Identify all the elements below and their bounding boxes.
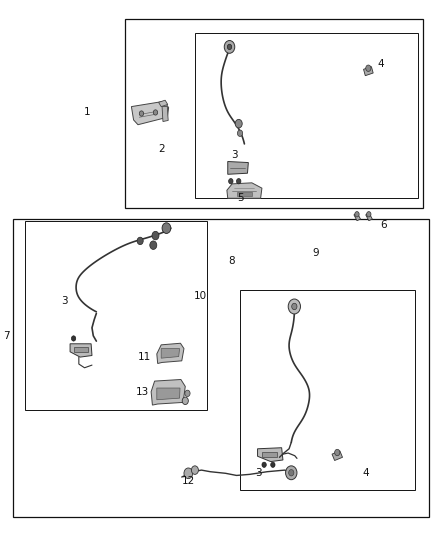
Text: 4: 4 (378, 59, 385, 69)
Circle shape (366, 65, 371, 71)
Bar (240, 290, 415, 490)
Polygon shape (364, 67, 373, 76)
Text: 4: 4 (362, 469, 369, 478)
Polygon shape (332, 451, 343, 461)
Bar (195, 33, 418, 198)
Text: 2: 2 (159, 144, 166, 154)
Polygon shape (237, 192, 252, 196)
Circle shape (235, 119, 242, 128)
Circle shape (367, 212, 371, 217)
Text: 10: 10 (194, 291, 207, 301)
Polygon shape (228, 161, 248, 174)
Text: 9: 9 (312, 248, 319, 258)
Text: 11: 11 (138, 352, 151, 362)
Circle shape (184, 468, 193, 479)
Polygon shape (262, 452, 277, 457)
Polygon shape (159, 100, 168, 107)
Circle shape (71, 336, 76, 341)
Polygon shape (258, 448, 283, 462)
Text: 5: 5 (237, 193, 244, 203)
Circle shape (271, 462, 275, 467)
Circle shape (139, 111, 144, 116)
Text: 3: 3 (231, 150, 238, 159)
Circle shape (335, 449, 340, 456)
Text: 6: 6 (380, 220, 387, 230)
Circle shape (224, 41, 235, 53)
Polygon shape (227, 183, 262, 198)
Circle shape (191, 466, 198, 474)
Circle shape (286, 466, 297, 480)
Polygon shape (74, 347, 88, 352)
Polygon shape (157, 343, 184, 364)
Circle shape (150, 241, 157, 249)
Polygon shape (151, 379, 185, 405)
Circle shape (185, 390, 190, 397)
Circle shape (288, 299, 300, 314)
Polygon shape (162, 107, 168, 122)
Polygon shape (157, 388, 180, 400)
Circle shape (182, 397, 188, 405)
Circle shape (292, 303, 297, 310)
Circle shape (153, 110, 158, 115)
Circle shape (237, 179, 241, 184)
Polygon shape (354, 213, 360, 221)
Bar (13, 219, 429, 517)
Text: 3: 3 (255, 469, 262, 478)
Text: 3: 3 (61, 296, 68, 306)
Circle shape (227, 44, 232, 50)
Text: 1: 1 (84, 107, 91, 117)
Circle shape (162, 223, 171, 233)
Polygon shape (366, 213, 372, 221)
Circle shape (152, 231, 159, 240)
Polygon shape (131, 101, 169, 125)
Circle shape (229, 179, 233, 184)
Text: 12: 12 (182, 477, 195, 486)
Text: 7: 7 (3, 331, 10, 341)
Circle shape (137, 237, 143, 245)
Text: 8: 8 (228, 256, 235, 266)
Circle shape (262, 462, 266, 467)
Circle shape (237, 130, 243, 136)
Circle shape (289, 470, 294, 476)
Circle shape (355, 212, 359, 217)
Text: 13: 13 (136, 387, 149, 397)
Polygon shape (70, 344, 92, 357)
Bar (25, 221, 207, 410)
Polygon shape (161, 349, 180, 358)
Bar (125, 19, 423, 208)
